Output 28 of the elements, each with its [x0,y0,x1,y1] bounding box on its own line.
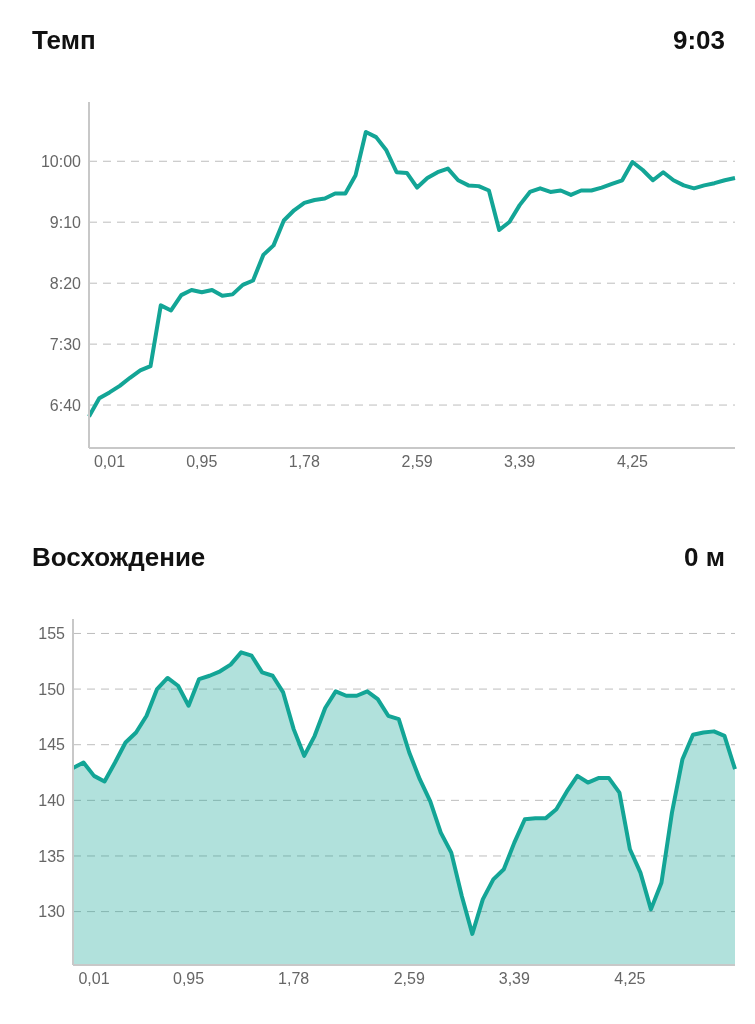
x-tick-label: 0,01 [93,453,126,471]
chart-subtitle: 9:03 [672,24,725,56]
y-tick-label: 7:30 [49,335,82,353]
y-tick-label: 10:00 [40,152,82,170]
y-tick-label: 9:10 [49,213,82,231]
y-tick-label: 135 [38,847,66,865]
x-tick-label: 3,39 [504,453,536,471]
line-series [87,129,737,419]
chart-title: Темп [32,24,96,56]
y-tick-label: 155 [38,625,66,643]
x-tick-label: 0,95 [186,453,218,471]
y-tick-label: 150 [38,680,66,698]
x-tick-label: 1,78 [288,453,321,471]
x-tick-label: 4,25 [614,970,646,988]
x-tick-label: 0,95 [173,970,205,988]
x-tick-label: 4,25 [616,453,649,471]
chart-subtitle: 0 м [684,541,725,573]
x-tick-label: 2,59 [401,453,433,471]
y-tick-label: 140 [38,792,66,810]
y-tick-label: 8:20 [49,274,82,292]
y-tick-label: 130 [38,903,66,921]
x-tick-label: 3,39 [498,970,531,988]
y-tick-label: 6:40 [49,396,82,414]
y-tick-label: 145 [38,736,66,754]
chart-title: Восхождение [32,541,206,573]
x-tick-label: 1,78 [278,970,310,988]
x-tick-label: 0,01 [78,970,110,988]
x-tick-label: 2,59 [393,970,425,988]
